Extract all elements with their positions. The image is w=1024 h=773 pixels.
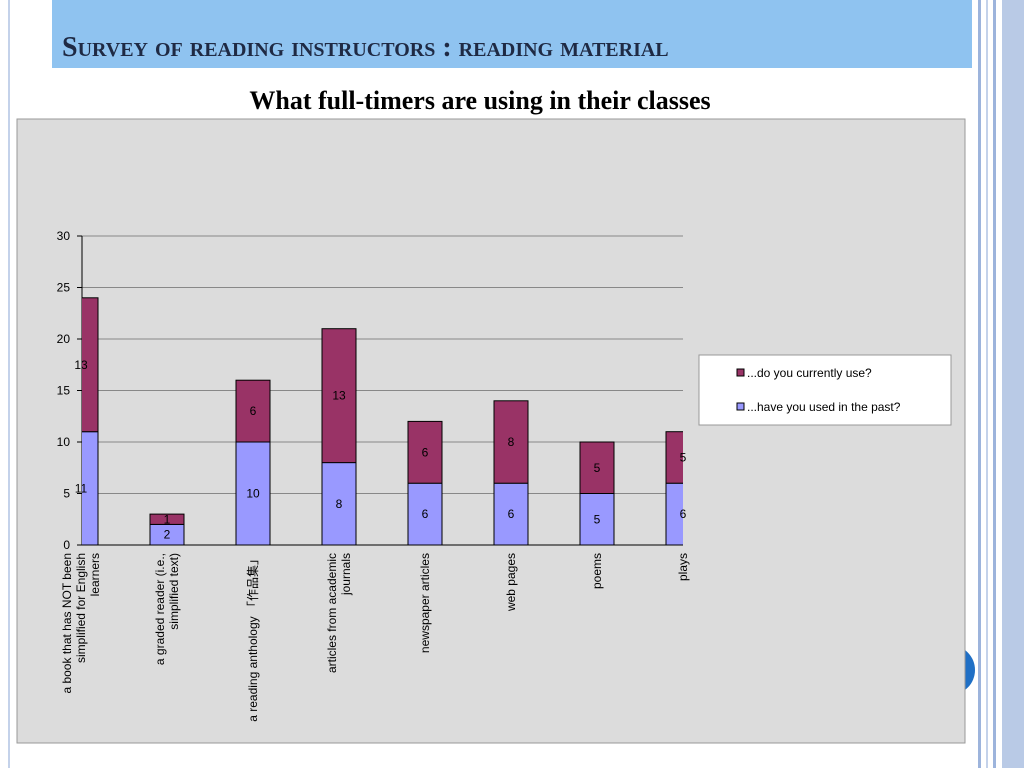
bar-segment	[235, 379, 271, 443]
data-label: 6	[422, 445, 429, 459]
slide-title: Survey of reading instructors : reading …	[62, 32, 669, 63]
data-label: 6	[680, 507, 687, 521]
x-tick-label: plays	[676, 553, 690, 581]
x-tick-label: articles from academicjournals	[325, 553, 353, 673]
bar-segment	[665, 431, 683, 484]
bar-segment	[321, 462, 357, 546]
y-tick-label: 5	[63, 487, 70, 501]
bars	[82, 297, 683, 546]
bar-segment	[493, 400, 529, 484]
y-tick-label: 30	[57, 229, 71, 243]
data-label: 5	[680, 450, 687, 464]
data-label: 13	[74, 358, 88, 372]
data-label: 13	[332, 389, 346, 403]
bar-segment	[579, 441, 615, 494]
bar-segment	[82, 431, 99, 546]
legend-box	[698, 354, 952, 426]
data-label: 6	[422, 507, 429, 521]
x-tick-label: a reading anthology 「作品集」	[245, 553, 260, 722]
chart-frame	[16, 118, 966, 744]
data-label: 5	[594, 512, 601, 526]
data-label: 8	[336, 497, 343, 511]
title-bar	[52, 0, 972, 68]
y-tick-label: 0	[63, 538, 70, 552]
bar-segment	[235, 441, 271, 546]
legend-label: ...do you currently use?	[747, 366, 872, 380]
legend-swatch	[736, 402, 745, 411]
x-tick-label: poems	[590, 553, 604, 589]
y-tick-label: 15	[57, 384, 71, 398]
x-tick-label: web pages	[504, 553, 518, 612]
y-tick-label: 25	[57, 281, 71, 295]
chart-subtitle: What full-timers are using in their clas…	[249, 86, 710, 115]
bar-segment	[82, 297, 99, 433]
data-label: 6	[250, 404, 257, 418]
bar-segment	[665, 482, 683, 546]
bar-segment	[407, 420, 443, 484]
x-tick-label: newspaper articles	[418, 553, 432, 653]
x-tick-label: a book that has NOT beensimplified for E…	[60, 553, 102, 694]
legend-swatch	[736, 368, 745, 377]
bar-segment	[579, 493, 615, 546]
data-label: 2	[164, 528, 171, 542]
data-label: 5	[594, 461, 601, 475]
data-label: 11	[75, 481, 88, 495]
data-label: 1	[164, 512, 171, 526]
data-label: 10	[246, 487, 260, 501]
y-tick-label: 10	[57, 435, 71, 449]
data-label: 8	[508, 435, 515, 449]
x-tick-label: a graded reader (i.e.,simplified text)	[153, 553, 181, 665]
data-label: 6	[508, 507, 515, 521]
legend-label: ...have you used in the past?	[747, 400, 901, 414]
bar-segment	[407, 482, 443, 546]
bar-segment	[149, 513, 185, 525]
bar-segment	[321, 328, 357, 464]
y-tick-label: 20	[57, 332, 71, 346]
